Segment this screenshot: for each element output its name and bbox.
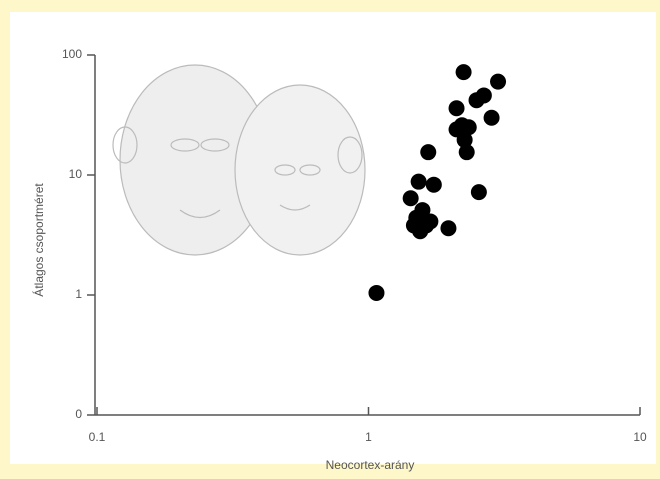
illustration xyxy=(112,64,366,256)
y-tick-label: 10 xyxy=(69,167,83,181)
y-tick-label: 0 xyxy=(75,407,82,421)
point xyxy=(483,109,500,126)
point xyxy=(470,184,487,201)
x-tick-label: 10 xyxy=(633,430,647,444)
point xyxy=(440,220,457,237)
x-axis-label: Neocortex-arány xyxy=(326,458,415,472)
point xyxy=(456,131,473,148)
point xyxy=(455,64,472,81)
point xyxy=(368,284,385,301)
point xyxy=(410,173,427,190)
y-tick-label: 1 xyxy=(75,287,82,301)
point xyxy=(490,73,507,90)
point xyxy=(425,176,442,193)
y-axis-label: Átlagos csoportméret xyxy=(31,183,46,297)
point xyxy=(418,217,435,234)
point xyxy=(405,217,422,234)
point xyxy=(460,119,477,136)
point xyxy=(402,190,419,207)
y-tick-label: 100 xyxy=(62,47,82,61)
point xyxy=(458,144,475,161)
point xyxy=(420,144,437,161)
point xyxy=(448,100,465,117)
x-tick-label: 0.1 xyxy=(89,430,106,444)
x-tick-label: 1 xyxy=(365,430,372,444)
point xyxy=(468,92,485,109)
